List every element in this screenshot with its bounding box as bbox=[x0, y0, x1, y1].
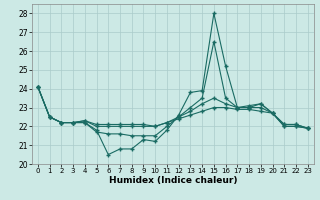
X-axis label: Humidex (Indice chaleur): Humidex (Indice chaleur) bbox=[108, 176, 237, 185]
